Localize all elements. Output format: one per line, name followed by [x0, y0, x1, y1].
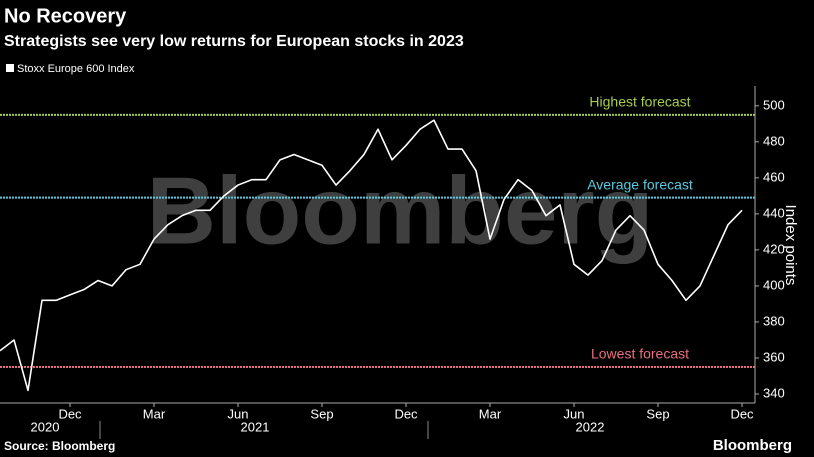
y-tick-label: 440: [763, 205, 785, 220]
x-tick-label: Mar: [479, 406, 502, 421]
x-tick-label: Jun: [228, 406, 249, 421]
year-label: 2020: [31, 419, 60, 434]
legend-label: Stoxx Europe 600 Index: [17, 63, 135, 75]
x-tick-label: Dec: [58, 406, 82, 421]
y-tick-label: 460: [763, 169, 785, 184]
y-tick-label: 480: [763, 133, 785, 148]
x-tick-label: Sep: [646, 406, 669, 421]
logo: Bloomberg: [713, 437, 792, 454]
source: Source: Bloomberg: [4, 439, 115, 453]
watermark: Bloomberg: [147, 157, 654, 264]
x-tick-label: Dec: [730, 406, 754, 421]
year-label: 2021: [241, 419, 270, 434]
y-tick-label: 400: [763, 277, 785, 292]
x-tick-label: Sep: [310, 406, 333, 421]
series-line: [0, 119, 743, 392]
y-tick-label: 340: [763, 385, 785, 400]
y-tick-label: 500: [763, 97, 785, 112]
y-tick-label: 420: [763, 241, 785, 256]
year-label: 2022: [576, 419, 605, 434]
chart-title: No Recovery: [4, 5, 127, 27]
reference-label: Average forecast: [587, 176, 693, 192]
y-tick-label: 380: [763, 313, 785, 328]
legend-swatch: [6, 64, 14, 72]
x-tick-label: Dec: [394, 406, 418, 421]
x-tick-label: Jun: [564, 406, 585, 421]
y-tick-label: 360: [763, 349, 785, 364]
reference-label: Lowest forecast: [591, 346, 689, 362]
reference-label: Highest forecast: [589, 94, 690, 110]
y-axis-title: Index points: [782, 205, 799, 286]
chart-subtitle: Strategists see very low returns for Eur…: [4, 33, 464, 50]
x-tick-label: Mar: [143, 406, 166, 421]
